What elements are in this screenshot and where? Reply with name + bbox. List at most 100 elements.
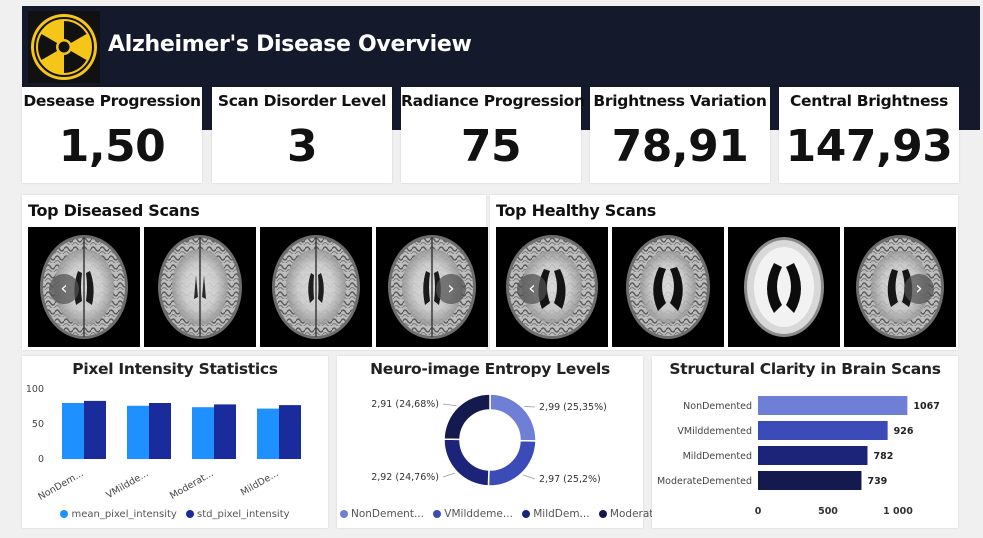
bar-mean_pixel_intensity	[127, 405, 149, 459]
page-title: Alzheimer's Disease Overview	[108, 32, 472, 57]
structural-clarity-chart-panel: Structural Clarity in Brain Scans NonDem…	[652, 356, 958, 528]
legend-item[interactable]: VMilddeme...	[433, 508, 513, 520]
diseased-scans-panel: Top Diseased Scans ‹ ›	[22, 195, 488, 350]
diseased-scans-title: Top Diseased Scans	[28, 201, 200, 220]
brain-scan-image[interactable]	[496, 227, 608, 347]
bar-std_pixel_intensity	[84, 400, 106, 459]
legend-item[interactable]: Moderat...	[598, 508, 664, 520]
leader-line	[524, 406, 536, 408]
legend-label: mean_pixel_intensity	[71, 509, 177, 520]
pixel-intensity-chart: 0 50 100 NonDem... VMildde... Moderat... MildD…	[26, 384, 301, 503]
donut-slice	[487, 439, 537, 487]
bar-value-label: 782	[873, 451, 893, 462]
bar	[758, 471, 862, 490]
chart-legend: NonDement... VMilddeme... MildDem... Mod…	[337, 508, 663, 520]
legend-item[interactable]: MildDem...	[522, 508, 590, 520]
leader-line	[442, 403, 457, 407]
bar	[758, 396, 908, 415]
bar-mean_pixel_intensity	[192, 407, 214, 459]
bar	[758, 446, 868, 465]
chevron-left-icon[interactable]: ‹	[517, 274, 547, 304]
pixel-intensity-chart-panel: Pixel Intensity Statistics 0 50 100 NonDem.…	[22, 356, 328, 528]
x-tick-label: 1 000	[883, 506, 913, 517]
category-label: NonDemented	[683, 401, 752, 412]
kpi-value: 3	[286, 121, 318, 172]
chart-title: Structural Clarity in Brain Scans	[669, 360, 941, 378]
kpi-value: 75	[460, 121, 522, 172]
donut-slice	[443, 438, 490, 487]
bar-std_pixel_intensity	[279, 405, 301, 459]
leader-line	[442, 472, 456, 478]
x-tick-label: MildDe...	[239, 468, 281, 498]
brain-scan-image[interactable]	[612, 227, 724, 347]
chevron-right-icon[interactable]: ›	[904, 274, 934, 304]
radiation-icon	[28, 11, 100, 83]
legend-dot-icon	[433, 510, 442, 518]
entropy-donut-chart: 2,99 (25,35%) 2,97 (25,2%) 2,92 (24,76%) 2,…	[371, 393, 607, 487]
kpi-label: Central Brightness	[789, 92, 949, 110]
legend-item[interactable]: NonDement...	[340, 508, 424, 520]
legend-item[interactable]: std_pixel_intensity	[186, 509, 290, 520]
legend-dot-icon	[186, 510, 195, 518]
legend-dot-icon	[60, 510, 69, 518]
legend-label: Moderat...	[609, 508, 664, 520]
y-tick-label: 0	[38, 454, 44, 465]
kpi-card-brightness-variation: Brightness Variation 78,91	[590, 87, 770, 183]
brain-scan-image[interactable]	[144, 227, 256, 347]
chevron-right-icon[interactable]: ›	[436, 274, 466, 304]
y-tick-label: 100	[26, 384, 44, 395]
legend-dot-icon	[340, 510, 348, 518]
bar-mean_pixel_intensity	[257, 408, 279, 459]
chevron-left-icon[interactable]: ‹	[49, 274, 79, 304]
kpi-card-radiance-progression: Radiance Progression 75	[401, 87, 585, 183]
brain-scan-image[interactable]	[28, 227, 140, 347]
legend-label: NonDement...	[351, 508, 424, 520]
leader-line	[522, 474, 536, 480]
brain-scan-image[interactable]	[728, 227, 840, 347]
bar	[758, 421, 888, 440]
bar-value-label: 1067	[913, 401, 939, 412]
x-tick-label: VMildde...	[104, 468, 150, 501]
kpi-card-scan-disorder-level: Scan Disorder Level 3	[212, 87, 392, 183]
slice-data-label: 2,99 (25,35%)	[539, 402, 607, 413]
legend-label: VMilddeme...	[444, 508, 513, 520]
category-label: VMilddemented	[677, 426, 752, 437]
bar-value-label: 739	[867, 476, 887, 487]
x-tick-label: NonDem...	[36, 468, 85, 503]
y-tick-label: 50	[32, 419, 44, 430]
legend-dot-icon	[522, 510, 531, 518]
kpi-label: Radiance Progression	[401, 92, 585, 110]
legend-label: MildDem...	[533, 508, 590, 520]
chart-title: Neuro-image Entropy Levels	[370, 360, 610, 378]
chart-title: Pixel Intensity Statistics	[72, 360, 278, 378]
kpi-label: Brightness Variation	[593, 92, 767, 110]
brain-scan-image[interactable]	[260, 227, 372, 347]
legend-item[interactable]: mean_pixel_intensity	[60, 509, 177, 520]
slice-data-label: 2,97 (25,2%)	[539, 474, 601, 485]
legend-dot-icon	[598, 510, 607, 518]
kpi-card-disease-progression: Desease Progression 1,50	[22, 87, 202, 183]
brain-scan-image[interactable]	[376, 227, 488, 347]
kpi-value: 1,50	[58, 121, 166, 172]
brain-scan-image[interactable]	[844, 227, 956, 347]
kpi-label: Desease Progression	[23, 92, 201, 110]
slice-data-label: 2,91 (24,68%)	[371, 399, 439, 410]
bar-value-label: 926	[894, 426, 914, 437]
x-tick-label: Moderat...	[168, 468, 215, 502]
slice-data-label: 2,92 (24,76%)	[371, 472, 439, 483]
chart-legend: mean_pixel_intensity std_pixel_intensity	[22, 509, 328, 520]
x-tick-label: 0	[755, 506, 762, 517]
donut-slice	[443, 393, 491, 441]
structural-clarity-bar-chart: NonDemented 1067 VMilddemented 926 MildDemen…	[657, 396, 940, 517]
bar-std_pixel_intensity	[149, 403, 171, 459]
kpi-card-central-brightness: Central Brightness 147,93	[779, 87, 959, 183]
category-label: MildDemented	[683, 451, 752, 462]
x-tick-label: 500	[818, 506, 838, 517]
kpi-value: 147,93	[785, 121, 953, 172]
entropy-chart-panel: Neuro-image Entropy Levels 2,99 (25,35%)…	[337, 356, 663, 528]
kpi-value: 78,91	[611, 121, 749, 172]
legend-label: std_pixel_intensity	[197, 509, 290, 520]
bar-mean_pixel_intensity	[62, 403, 84, 459]
healthy-scans-panel: Top Healthy Scans ‹ ›	[490, 195, 958, 350]
category-label: ModerateDemented	[657, 476, 752, 487]
